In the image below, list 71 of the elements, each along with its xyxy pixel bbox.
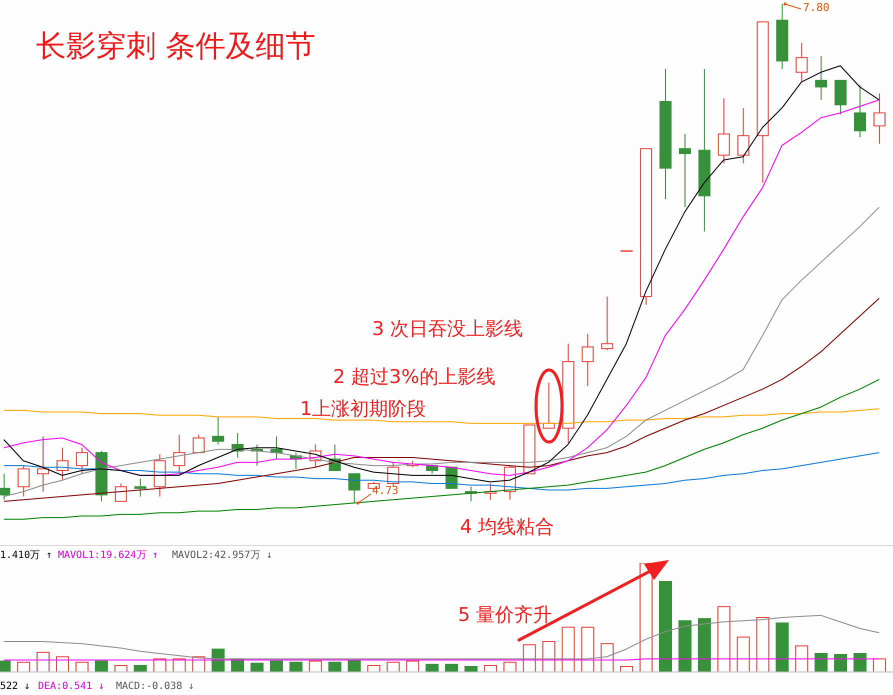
bar [678, 620, 692, 672]
bar [56, 656, 70, 672]
candlestick [173, 434, 186, 474]
candlestick [873, 92, 886, 144]
text: 4 均线粘合 [460, 515, 554, 540]
candlestick [192, 434, 205, 454]
candlestick [678, 134, 691, 208]
candlestick [212, 416, 224, 445]
candlestick [56, 447, 69, 481]
annotation: 1上涨初期阶段 [300, 397, 426, 422]
bar [581, 626, 594, 672]
bar [17, 662, 30, 672]
annotation: 7.80 [803, 1, 830, 14]
bar [270, 660, 283, 672]
bar [872, 658, 886, 672]
bar [562, 626, 575, 672]
bar [814, 652, 828, 672]
bar [134, 664, 147, 672]
candlestick [815, 56, 828, 100]
bar [756, 617, 770, 672]
candlestick [718, 98, 730, 164]
candlestick [37, 436, 50, 492]
bar [795, 645, 808, 672]
text: MACD:-0.038 ↓ [116, 681, 194, 692]
bar [94, 660, 108, 672]
candlestick [18, 465, 30, 497]
bar [308, 660, 322, 672]
text: 522 ↓ [0, 681, 30, 692]
candlestick [114, 482, 127, 502]
bar [114, 664, 128, 672]
candlestick [601, 296, 614, 351]
bar [426, 664, 439, 672]
candlestick [582, 333, 594, 386]
candlestick [348, 473, 360, 504]
bar [717, 606, 730, 672]
bar [522, 644, 536, 672]
annotation: 4.73 [372, 484, 398, 497]
bar [289, 662, 302, 672]
candlestick [76, 447, 88, 474]
bar [503, 662, 516, 672]
bar [36, 652, 50, 672]
candlestick [134, 478, 146, 497]
text: MAVOL1:19.624万 ↑ [58, 549, 158, 562]
candlestick [796, 42, 808, 83]
bar [620, 666, 634, 672]
text: DEA:0.541 ↓ [38, 681, 104, 692]
bar [736, 636, 750, 672]
bar [484, 664, 497, 672]
bar [854, 652, 867, 672]
candlestick [854, 84, 866, 138]
bar [406, 660, 420, 672]
annotation: 5 量价齐升 [458, 603, 552, 628]
annotation: 2 超过3%的上影线 [333, 365, 496, 390]
bar [542, 640, 556, 672]
bar [367, 664, 380, 672]
bar [834, 654, 848, 672]
candlestick [737, 108, 750, 164]
bar [75, 662, 88, 672]
bar [386, 662, 400, 672]
bar [600, 643, 614, 672]
bar [328, 662, 342, 672]
bar [212, 648, 225, 672]
annotation: 3 次日吞没上影线 [372, 317, 524, 342]
text: 1.410万 ↑ [0, 549, 52, 562]
bar [445, 664, 458, 672]
text: 长影穿刺 条件及细节 [36, 28, 316, 66]
bar [698, 618, 711, 672]
bar [464, 666, 478, 672]
bar [250, 662, 264, 672]
text: MAVOL2:42.957万 ↓ [172, 549, 272, 562]
bar [776, 622, 789, 672]
